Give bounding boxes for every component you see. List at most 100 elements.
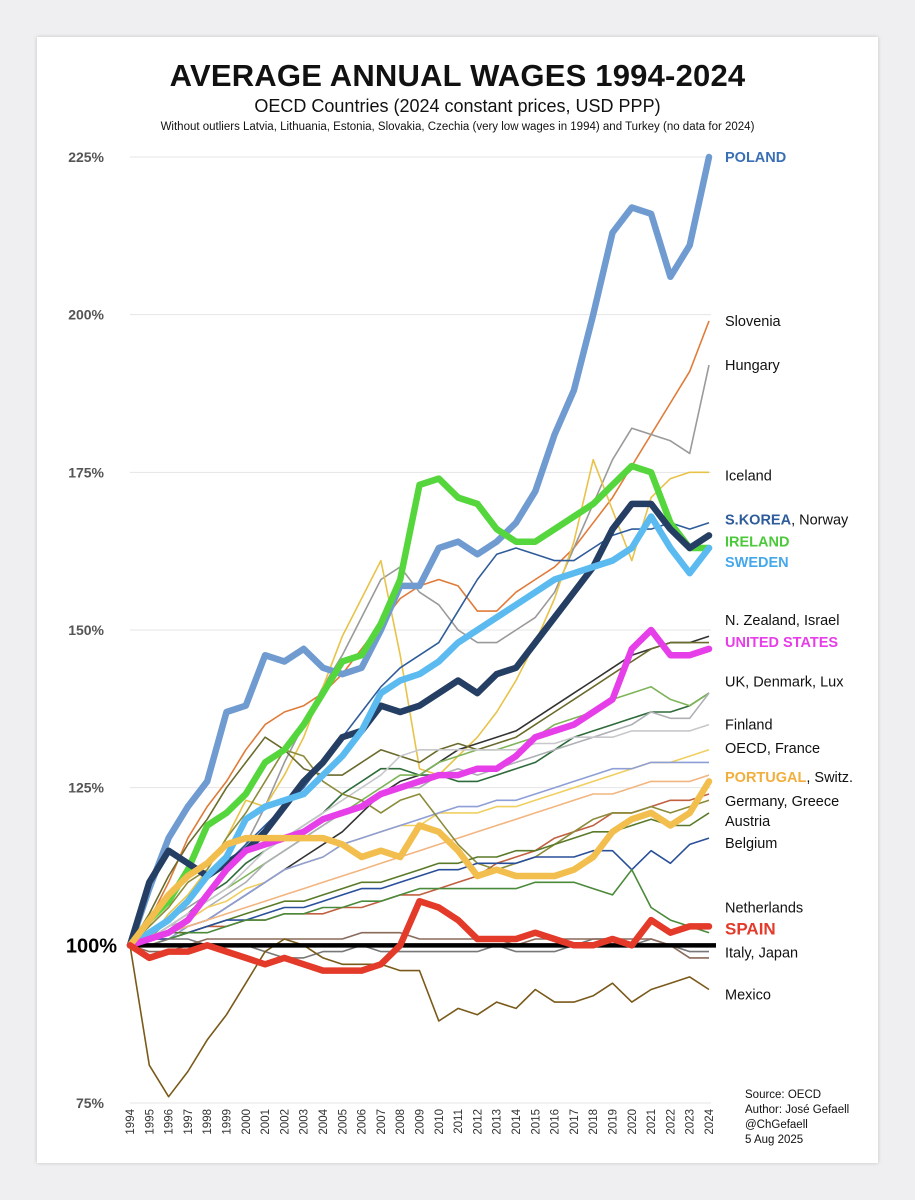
- series-label-part: Slovenia: [725, 314, 782, 330]
- series-line-israel: [129, 641, 709, 946]
- series-line-united-states: [126, 626, 713, 949]
- series-label: SWEDEN: [725, 555, 789, 571]
- series-label: Italy, Japan: [725, 945, 798, 961]
- series-label: IRELAND: [725, 535, 789, 551]
- series-label-part: OECD, France: [725, 741, 820, 757]
- series-label: UK, Denmark, Lux: [725, 675, 844, 691]
- series-label: Slovenia: [725, 314, 782, 330]
- series-label-part: Hungary: [725, 358, 781, 374]
- highlighted-series-lines: [126, 153, 713, 974]
- series-line-belgium: [129, 837, 710, 947]
- series-label: UNITED STATES: [725, 635, 838, 651]
- series-line-ireland: [126, 462, 713, 949]
- series-label-part: IRELAND: [725, 535, 789, 551]
- chart-title: AVERAGE ANNUAL WAGES 1994-2024: [169, 58, 746, 93]
- x-tick-label: 2002: [279, 1109, 291, 1135]
- series-label-part: Mexico: [725, 988, 771, 1004]
- x-tick-label: 2008: [395, 1109, 407, 1135]
- x-tick-label: 2020: [627, 1109, 639, 1135]
- x-tick-label: 2006: [357, 1109, 369, 1135]
- y-tick-label: 150%: [68, 622, 104, 638]
- y-tick-label: 75%: [76, 1095, 105, 1111]
- series-label-part: SWEDEN: [725, 555, 789, 571]
- x-tick-label: 2003: [299, 1109, 311, 1135]
- series-label-part: Italy, Japan: [725, 945, 798, 961]
- y-tick-label: 125%: [68, 780, 104, 796]
- x-tick-label: 2021: [646, 1109, 658, 1135]
- series-line-luxembourg: [129, 692, 710, 947]
- series-label: OECD, France: [725, 741, 820, 757]
- series-label-part: Iceland: [725, 468, 772, 484]
- author-line: Author: José Gefaell: [745, 1104, 850, 1116]
- series-label-part: UNITED STATES: [725, 635, 838, 651]
- series-label-part: PORTUGAL: [725, 770, 807, 786]
- date-line: 5 Aug 2025: [745, 1134, 804, 1146]
- x-tick-label: 2001: [260, 1109, 272, 1135]
- series-line-switzerland: [129, 774, 710, 947]
- x-tick-label: 2012: [472, 1109, 484, 1135]
- series-line-netherlands: [130, 868, 710, 947]
- series-label-part: POLAND: [725, 150, 786, 166]
- x-tick-label: 1995: [144, 1109, 156, 1135]
- series-line-portugal: [126, 778, 713, 949]
- x-tick-label: 2018: [588, 1109, 600, 1135]
- series-label-part: Germany, Greece: [725, 794, 839, 810]
- series-line-finland: [129, 723, 710, 947]
- x-tick-label: 1997: [183, 1109, 195, 1135]
- x-tick-label: 2017: [569, 1109, 581, 1135]
- series-label-part: UK, Denmark, Lux: [725, 675, 844, 691]
- x-tick-label: 2005: [337, 1109, 349, 1135]
- x-tick-label: 2022: [665, 1109, 677, 1135]
- x-axis-ticks: 1994 1995 1996 1997 1998 1999 2000 2001 2002 2003…: [125, 1108, 716, 1134]
- x-tick-label: 2016: [550, 1109, 562, 1135]
- x-tick-label: 1999: [222, 1109, 234, 1135]
- handle-line: @ChGefaell: [745, 1119, 808, 1131]
- x-tick-label: 1994: [125, 1108, 137, 1134]
- y-tick-label: 100%: [66, 935, 117, 957]
- chart-subtitle: OECD Countries (2024 constant prices, US…: [254, 96, 661, 116]
- x-tick-label: 2019: [608, 1109, 620, 1135]
- series-label: Germany, Greece: [725, 794, 839, 810]
- series-label: POLAND: [725, 150, 786, 166]
- series-label-part: N. Zealand, Israel: [725, 613, 839, 629]
- y-tick-label: 200%: [68, 307, 104, 323]
- x-tick-label: 1998: [202, 1109, 214, 1135]
- series-line-france: [129, 761, 709, 947]
- x-tick-label: 1996: [164, 1109, 176, 1135]
- x-tick-label: 2024: [704, 1108, 716, 1134]
- series-label: PORTUGAL, Switz.: [725, 770, 853, 786]
- x-tick-label: 2014: [511, 1108, 523, 1134]
- series-label: Iceland: [725, 468, 772, 484]
- series-label: Mexico: [725, 988, 771, 1004]
- series-label: Finland: [725, 718, 773, 734]
- series-label-part: Finland: [725, 718, 773, 734]
- source-line: Source: OECD: [745, 1089, 822, 1101]
- series-labels: POLAND Slovenia Hungary Iceland S.KOREA, Nor…: [725, 150, 853, 1004]
- source-credit: Source: OECD Author: José Gefaell @ChGef…: [745, 1088, 849, 1148]
- x-tick-label: 2010: [434, 1109, 446, 1135]
- x-tick-label: 2011: [453, 1109, 465, 1134]
- series-label: Hungary: [725, 358, 781, 374]
- series-label: S.KOREA, Norway: [725, 513, 849, 529]
- series-label: N. Zealand, Israel: [725, 613, 839, 629]
- series-line-greece: [129, 748, 710, 946]
- series-label: SPAIN: [725, 920, 776, 939]
- chart-note: Without outliers Latvia, Lithuania, Esto…: [160, 121, 755, 133]
- x-tick-label: 2007: [376, 1109, 388, 1135]
- series-line-sweden: [126, 513, 713, 949]
- series-label-part: Austria: [725, 814, 771, 830]
- series-label: Austria: [725, 814, 771, 830]
- series-label-part: Netherlands: [725, 900, 803, 916]
- y-tick-label: 175%: [68, 464, 104, 480]
- series-label-part: Belgium: [725, 836, 777, 852]
- series-line-poland: [126, 153, 713, 949]
- y-axis-ticks: 75% 100% 125% 150% 175% 200% 225%: [66, 149, 117, 1111]
- gridlines: [130, 156, 711, 1104]
- series-label: Netherlands: [725, 900, 803, 916]
- y-tick-label: 225%: [68, 149, 104, 165]
- x-tick-label: 2009: [415, 1109, 427, 1135]
- x-tick-label: 2023: [685, 1109, 697, 1135]
- series-line-mexico: [129, 938, 710, 1098]
- chart-card: [37, 37, 878, 1163]
